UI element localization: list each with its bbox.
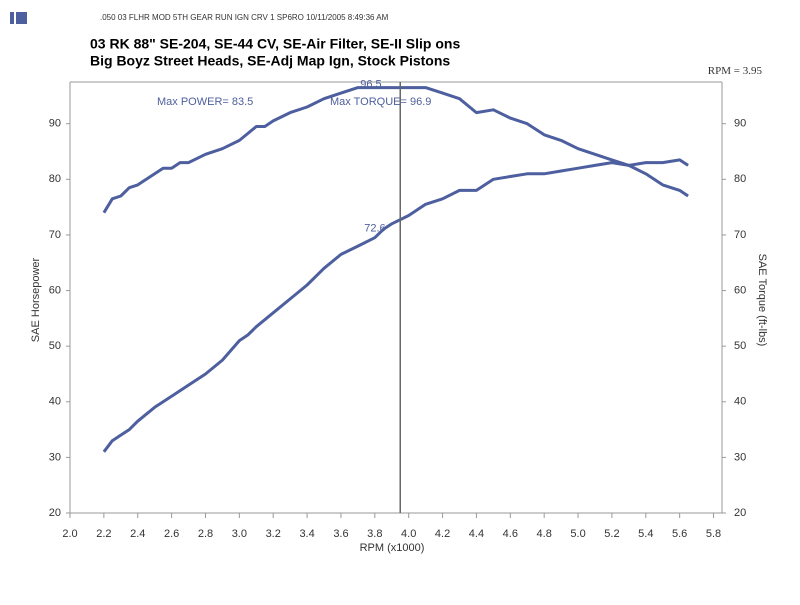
y2-tick-label: 40: [734, 396, 746, 408]
x-tick-label: 3.4: [299, 528, 314, 540]
x-tick-label: 5.0: [570, 528, 585, 540]
x-tick-label: 3.0: [232, 528, 247, 540]
x-tick-label: 3.2: [266, 528, 281, 540]
cursor-readout: 96.5: [360, 78, 381, 90]
y2-tick-label: 80: [734, 173, 746, 185]
y-tick-label: 20: [49, 507, 61, 519]
y-tick-label: 60: [49, 284, 61, 296]
logo: [16, 12, 27, 24]
x-tick-label: 4.2: [435, 528, 450, 540]
chart-title: 03 RK 88" SE-204, SE-44 CV, SE-Air Filte…: [90, 36, 460, 52]
y2-tick-label: 30: [734, 451, 746, 463]
y2-axis-label: SAE Torque (ft-lbs): [756, 254, 768, 347]
annotation-label: Max TORQUE=: [330, 96, 407, 108]
logo: [10, 12, 14, 24]
y2-tick-label: 50: [734, 340, 746, 352]
x-tick-label: 5.4: [638, 528, 653, 540]
y-tick-label: 30: [49, 451, 61, 463]
x-tick-label: 2.0: [62, 528, 77, 540]
y-tick-label: 70: [49, 229, 61, 241]
cursor-value: 3.95: [743, 65, 763, 77]
x-tick-label: 4.8: [537, 528, 552, 540]
annotation-value: 96.9: [410, 96, 431, 108]
run-info: .050 03 FLHR MOD 5TH GEAR RUN IGN CRV 1 …: [100, 13, 389, 22]
y-tick-label: 50: [49, 340, 61, 352]
x-axis-label: RPM (x1000): [360, 542, 425, 554]
x-tick-label: 5.6: [672, 528, 687, 540]
annotation: Max TORQUE= 96.9: [330, 96, 431, 108]
x-tick-label: 5.8: [706, 528, 721, 540]
y2-tick-label: 90: [734, 118, 746, 130]
annotation-label: Max POWER=: [157, 96, 229, 108]
y2-tick-label: 60: [734, 284, 746, 296]
y-tick-label: 90: [49, 118, 61, 130]
x-tick-label: 2.4: [130, 528, 145, 540]
x-tick-label: 2.8: [198, 528, 213, 540]
y-tick-label: 40: [49, 396, 61, 408]
x-tick-label: 2.6: [164, 528, 179, 540]
cursor-readout: RPM = 3.95: [708, 65, 763, 77]
x-tick-label: 5.2: [604, 528, 619, 540]
annotation: Max POWER= 83.5: [157, 96, 253, 108]
y-tick-label: 80: [49, 173, 61, 185]
x-tick-label: 3.8: [367, 528, 382, 540]
y2-tick-label: 70: [734, 229, 746, 241]
x-tick-label: 4.6: [503, 528, 518, 540]
data-line: [102, 158, 689, 453]
annotation-value: 83.5: [232, 96, 253, 108]
y2-tick-label: 20: [734, 507, 746, 519]
data-line: [102, 86, 689, 214]
chart-title: Big Boyz Street Heads, SE-Adj Map Ign, S…: [90, 53, 450, 69]
x-tick-label: 3.6: [333, 528, 348, 540]
x-tick-label: 4.4: [469, 528, 484, 540]
y-axis-label: SAE Horsepower: [30, 257, 42, 342]
x-tick-label: 4.0: [401, 528, 416, 540]
cursor-label: RPM =: [708, 65, 740, 77]
cursor-readout: 72.6: [364, 222, 385, 234]
x-tick-label: 2.2: [96, 528, 111, 540]
